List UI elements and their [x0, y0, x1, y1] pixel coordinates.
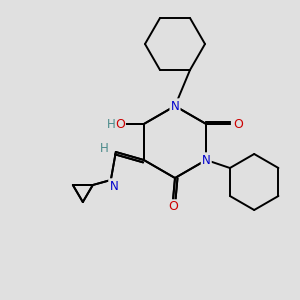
Text: N: N	[110, 179, 118, 193]
Text: H: H	[99, 142, 108, 155]
Text: N: N	[171, 100, 179, 112]
Text: N: N	[171, 100, 179, 112]
Text: O: O	[168, 200, 178, 214]
Text: H: H	[106, 118, 115, 130]
Text: O: O	[115, 118, 125, 130]
Text: N: N	[202, 154, 211, 166]
Text: N: N	[202, 154, 211, 166]
Text: H: H	[106, 118, 115, 130]
Text: O: O	[233, 118, 243, 130]
Text: N: N	[110, 179, 118, 193]
Text: H: H	[99, 142, 108, 155]
Text: O: O	[233, 118, 243, 130]
Text: O: O	[115, 118, 125, 130]
Text: O: O	[168, 200, 178, 214]
